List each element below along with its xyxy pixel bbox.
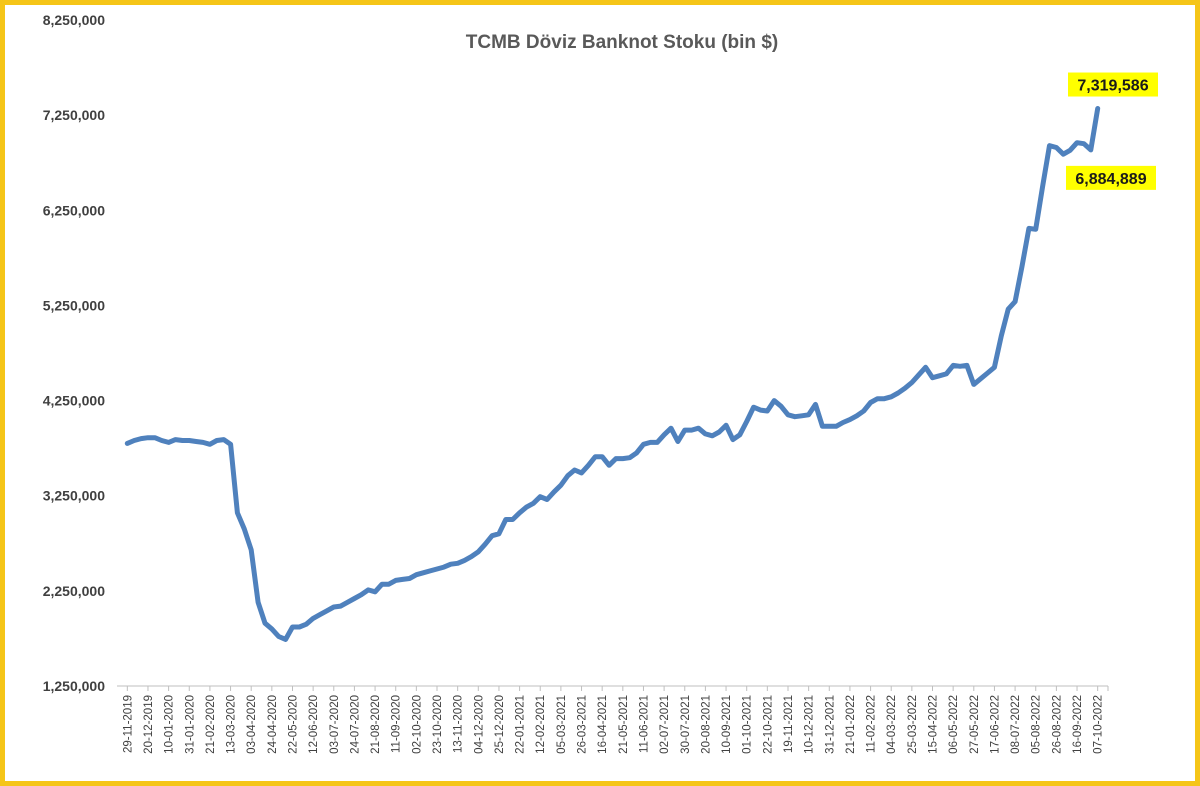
x-tick-label: 16-09-2022 (1072, 695, 1084, 754)
x-tick-label: 29-11-2019 (122, 695, 134, 753)
x-tick-label: 20-08-2021 (700, 695, 712, 754)
y-tick-label: 2,250,000 (43, 583, 105, 599)
x-tick-label: 12-06-2020 (308, 695, 320, 754)
x-tick-label: 21-02-2020 (205, 695, 217, 754)
x-tick-label: 15-04-2022 (928, 695, 940, 754)
x-tick-label: 30-07-2021 (680, 695, 692, 754)
x-tick-label: 20-12-2019 (143, 695, 155, 754)
series-line (124, 106, 1101, 642)
x-tick-label: 13-03-2020 (226, 695, 238, 754)
x-tick-label: 31-12-2021 (824, 695, 836, 754)
x-tick-label: 22-10-2021 (762, 695, 774, 754)
chart-title: TCMB Döviz Banknot Stoku (bin $) (466, 32, 778, 53)
callout-value: 7,319,586 (1077, 78, 1148, 95)
y-tick-label: 7,250,000 (43, 107, 105, 123)
x-tick-label: 24-04-2020 (267, 695, 279, 754)
x-tick-label: 11-09-2020 (391, 695, 403, 753)
y-tick-label: 8,250,000 (43, 12, 105, 28)
y-tick-label: 6,250,000 (43, 202, 105, 218)
y-tick-label: 4,250,000 (43, 393, 105, 409)
x-tick-label: 31-01-2020 (184, 695, 196, 754)
y-tick-label: 1,250,000 (43, 678, 105, 694)
callout-label: 7,319,586 (1068, 72, 1158, 97)
y-axis: 1,250,000 2,250,000 3,250,000 4,250,000 5,25… (43, 12, 105, 694)
x-tick-label: 26-08-2022 (1051, 695, 1063, 754)
x-tick-label: 03-07-2020 (329, 695, 341, 754)
x-tick-label: 07-10-2022 (1093, 695, 1105, 754)
callouts: 7,319,586 6,884,889 (1066, 72, 1158, 190)
x-tick-label: 21-05-2021 (618, 695, 630, 754)
callout-label: 6,884,889 (1066, 165, 1156, 190)
x-tick-label: 19-11-2021 (783, 695, 795, 753)
x-tick-label: 21-08-2020 (370, 695, 382, 754)
callout-value: 6,884,889 (1075, 171, 1146, 188)
x-tick-label: 04-03-2022 (886, 695, 898, 754)
x-tick-label: 11-02-2022 (866, 695, 878, 753)
x-tick-label: 16-04-2021 (597, 695, 609, 754)
x-tick-label: 02-07-2021 (659, 695, 671, 754)
x-tick-label: 13-11-2020 (453, 695, 465, 753)
x-tick-label: 10-01-2020 (164, 695, 176, 754)
x-axis: 29-11-2019 20-12-2019 10-01-2020 31-01-2020… (117, 685, 1109, 754)
x-tick-label: 27-05-2022 (969, 695, 981, 754)
x-tick-label: 10-12-2021 (804, 695, 816, 754)
x-tick-label: 24-07-2020 (349, 695, 361, 754)
x-tick-label: 23-10-2020 (432, 695, 444, 754)
x-tick-label: 10-09-2021 (721, 695, 733, 754)
x-tick-label: 05-03-2021 (556, 695, 568, 754)
x-tick-label: 26-03-2021 (577, 695, 589, 754)
x-tick-label: 22-05-2020 (287, 695, 299, 754)
x-tick-label: 22-01-2021 (515, 695, 527, 754)
x-tick-label: 25-03-2022 (907, 695, 919, 754)
x-tick-label: 25-12-2020 (494, 695, 506, 754)
x-tick-label: 11-06-2021 (638, 695, 650, 753)
x-tick-label: 06-05-2022 (948, 695, 960, 754)
x-tick-label: 03-04-2020 (246, 695, 258, 754)
x-tick-label: 12-02-2021 (535, 695, 547, 754)
callout-background (1066, 165, 1156, 190)
callout-background (1068, 72, 1158, 97)
x-tick-label: 02-10-2020 (411, 695, 423, 754)
x-tick-label: 17-06-2022 (989, 695, 1001, 754)
x-tick-label: 05-08-2022 (1031, 695, 1043, 754)
y-tick-label: 3,250,000 (43, 488, 105, 504)
x-tick-label: 21-01-2022 (845, 695, 857, 754)
x-tick-label: 01-10-2021 (742, 695, 754, 754)
y-tick-label: 5,250,000 (43, 297, 105, 313)
x-tick-label: 08-07-2022 (1010, 695, 1022, 754)
x-tick-label: 04-12-2020 (473, 695, 485, 754)
